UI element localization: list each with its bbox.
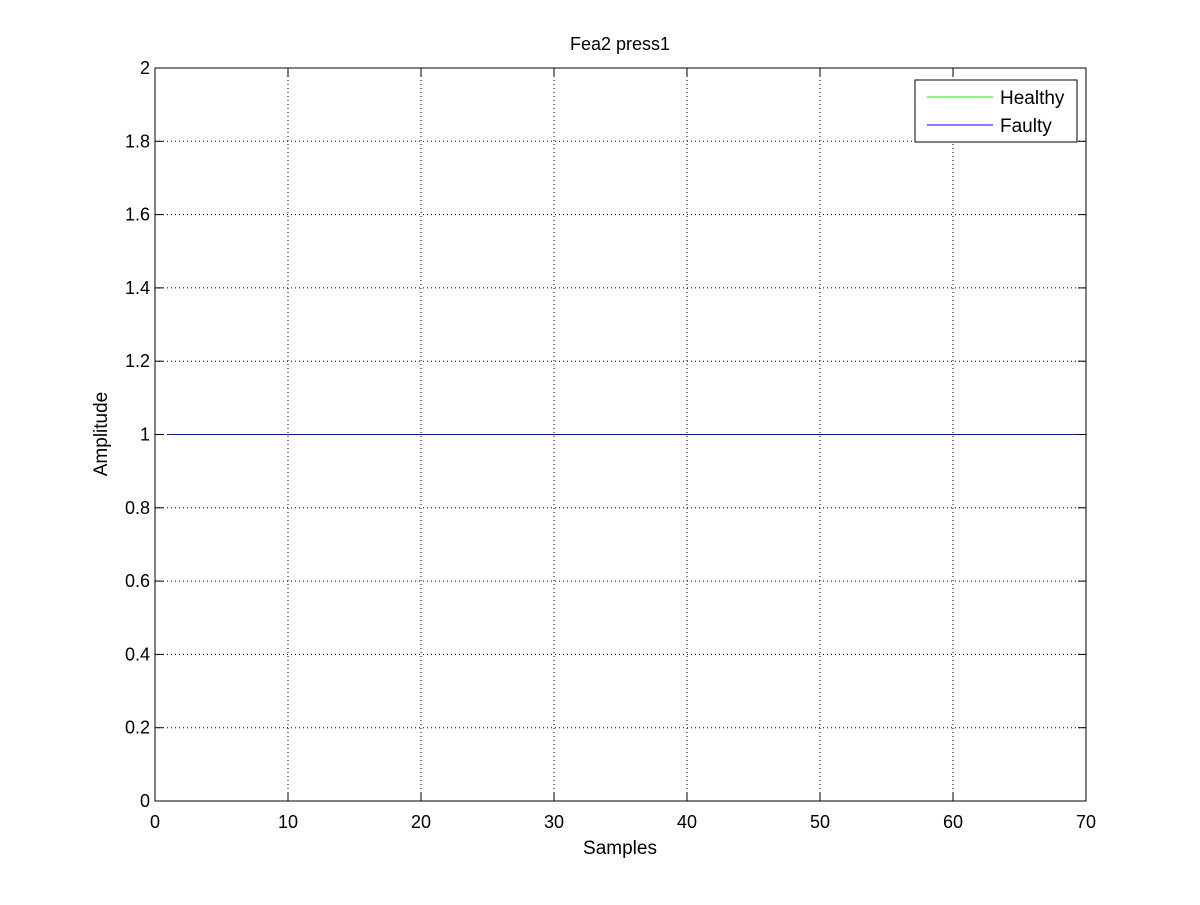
x-axis-label: Samples (583, 838, 657, 859)
y-tick-label: 0.6 (125, 571, 150, 591)
ticks (154, 67, 1087, 802)
x-tick-label: 70 (1076, 812, 1096, 832)
x-tick-label: 0 (150, 812, 160, 832)
y-tick-label: 0.4 (125, 644, 150, 664)
y-axis-label: Amplitude (91, 392, 112, 477)
legend-label-faulty: Faulty (1000, 116, 1052, 137)
y-tick-label: 0.8 (125, 498, 150, 518)
y-tick-label: 2 (140, 58, 150, 78)
y-tick-label: 0 (140, 791, 150, 811)
x-tick-labels: 0 10 20 30 40 50 60 70 (150, 812, 1096, 832)
x-tick-label: 30 (544, 812, 564, 832)
x-tick-label: 40 (677, 812, 697, 832)
legend-label-healthy: Healthy (1000, 88, 1065, 109)
x-tick-label: 20 (411, 812, 431, 832)
x-tick-label: 10 (278, 812, 298, 832)
y-tick-label: 1.2 (125, 351, 150, 371)
y-tick-label: 1.8 (125, 131, 150, 151)
legend: Healthy Faulty (914, 79, 1078, 143)
y-tick-label: 1.4 (125, 278, 150, 298)
legend-box (914, 79, 1078, 143)
x-tick-label: 50 (810, 812, 830, 832)
chart-title: Fea2 press1 (570, 34, 670, 54)
x-tick-label: 60 (943, 812, 963, 832)
y-tick-labels: 0 0.2 0.4 0.6 0.8 1 1.2 1.4 1.6 1.8 2 (125, 58, 150, 811)
y-tick-label: 1 (140, 425, 150, 445)
y-tick-label: 0.2 (125, 718, 150, 738)
y-tick-label: 1.6 (125, 205, 150, 225)
